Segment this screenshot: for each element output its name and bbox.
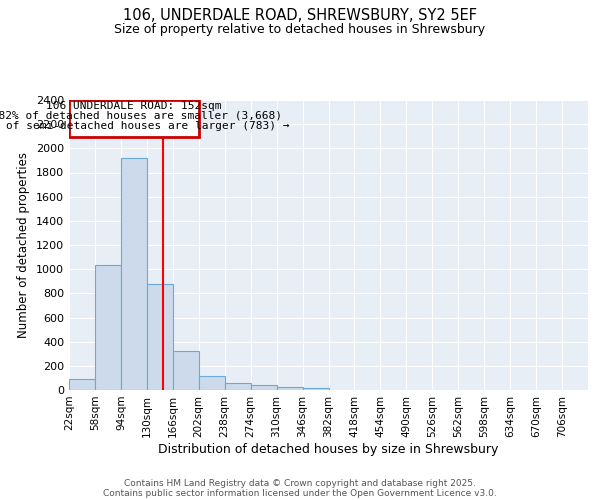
Y-axis label: Number of detached properties: Number of detached properties: [17, 152, 31, 338]
Text: 106 UNDERDALE ROAD: 152sqm: 106 UNDERDALE ROAD: 152sqm: [46, 101, 221, 111]
Text: Contains HM Land Registry data © Crown copyright and database right 2025.: Contains HM Land Registry data © Crown c…: [124, 478, 476, 488]
Bar: [69, 379, 95, 390]
X-axis label: Distribution of detached houses by size in Shrewsbury: Distribution of detached houses by size …: [158, 442, 499, 456]
Bar: [121, 158, 147, 390]
Text: 18% of semi-detached houses are larger (783) →: 18% of semi-detached houses are larger (…: [0, 120, 289, 130]
Bar: [199, 376, 224, 390]
Bar: [224, 383, 251, 390]
Bar: [147, 284, 173, 390]
Bar: [302, 388, 329, 390]
Text: ← 82% of detached houses are smaller (3,668): ← 82% of detached houses are smaller (3,…: [0, 111, 283, 121]
Bar: [95, 265, 121, 390]
Bar: [277, 386, 302, 390]
FancyBboxPatch shape: [69, 100, 199, 138]
Text: Contains public sector information licensed under the Open Government Licence v3: Contains public sector information licen…: [103, 488, 497, 498]
Bar: [173, 352, 199, 390]
Text: Size of property relative to detached houses in Shrewsbury: Size of property relative to detached ho…: [115, 22, 485, 36]
Bar: [251, 385, 277, 390]
Text: 106, UNDERDALE ROAD, SHREWSBURY, SY2 5EF: 106, UNDERDALE ROAD, SHREWSBURY, SY2 5EF: [123, 8, 477, 22]
